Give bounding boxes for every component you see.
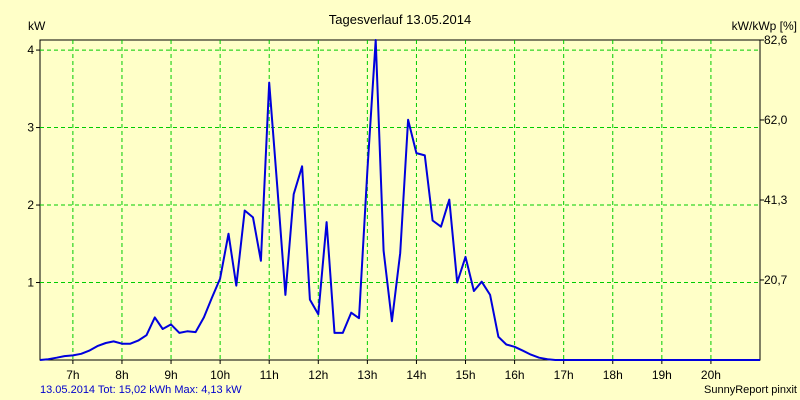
- x-tick-label: 16h: [505, 368, 525, 382]
- y-axis-left-ticks: 1 2 3 4: [27, 43, 40, 290]
- y-right-tick-label: 62,0: [764, 113, 788, 127]
- x-tick-label: 8h: [115, 368, 128, 382]
- x-tick-label: 15h: [456, 368, 476, 382]
- x-tick-label: 12h: [308, 368, 328, 382]
- x-tick-label: 13h: [357, 368, 377, 382]
- y-left-tick-label: 2: [27, 198, 34, 212]
- y-left-tick-label: 4: [27, 43, 34, 57]
- x-tick-label: 14h: [406, 368, 426, 382]
- y-axis-right-ticks: 20,7 41,3 62,0 82,6: [760, 33, 788, 287]
- x-tick-label: 18h: [603, 368, 623, 382]
- x-tick-label: 17h: [554, 368, 574, 382]
- plot-frame: [39, 39, 761, 361]
- series-group: [39, 39, 760, 361]
- footer-brand: SunnyReport pinxit: [704, 384, 797, 396]
- x-tick-label: 11h: [260, 368, 279, 382]
- x-tick-label: 9h: [164, 368, 177, 382]
- y-left-tick-label: 3: [27, 121, 34, 135]
- y-left-tick-label: 1: [27, 276, 34, 290]
- y-axis-left-label: kW: [28, 19, 46, 33]
- series-line-power: [39, 39, 760, 361]
- x-axis-ticks: 7h 8h 9h 10h 11h 12h 13h 14h 15h 16h 17h 18h 19h 20h: [66, 360, 721, 382]
- y-axis-right-label: kW/kWp [%]: [732, 19, 797, 33]
- x-tick-label: 7h: [66, 368, 79, 382]
- y-right-tick-label: 82,6: [764, 33, 788, 47]
- x-tick-label: 10h: [210, 368, 230, 382]
- y-right-tick-label: 20,7: [764, 273, 788, 287]
- x-tick-label: 20h: [701, 368, 721, 382]
- y-right-tick-label: 41,3: [764, 193, 788, 207]
- grid-lines: [40, 40, 760, 360]
- footer-stats: 13.05.2014 Tot: 15,02 kWh Max: 4,13 kW: [40, 384, 242, 396]
- chart-title: Tagesverlauf 13.05.2014: [329, 12, 471, 27]
- x-tick-label: 19h: [652, 368, 672, 382]
